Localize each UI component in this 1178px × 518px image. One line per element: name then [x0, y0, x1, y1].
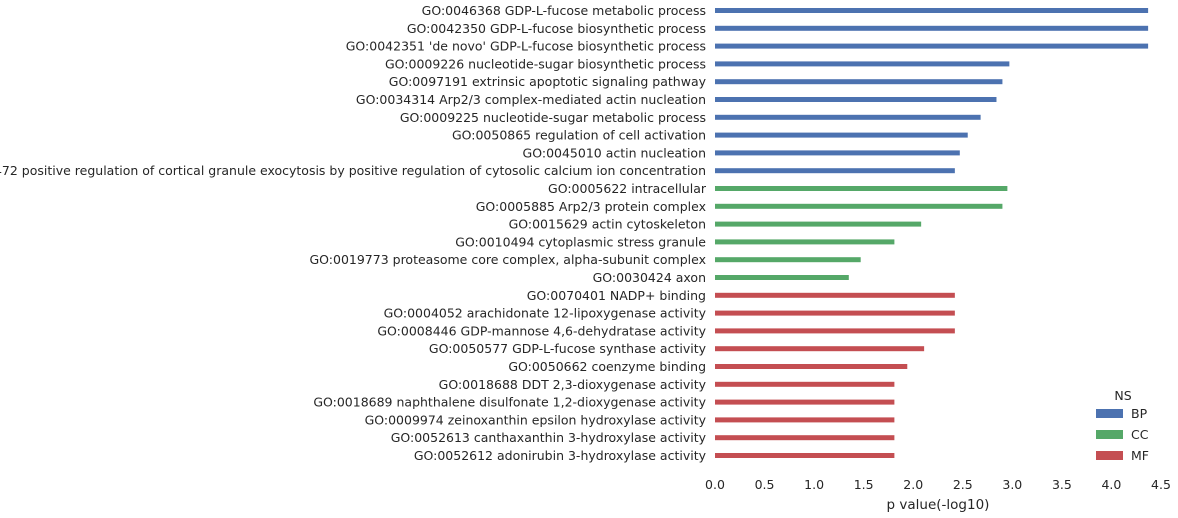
- bar-bp: [715, 8, 1149, 13]
- category-label: GO:0005622 intracellular: [548, 181, 707, 196]
- category-label: GO:0050662 coenzyme binding: [508, 359, 706, 374]
- legend-label-cc: CC: [1131, 427, 1149, 442]
- bar-mf: [715, 381, 895, 387]
- category-label: GO:0050577 GDP-L-fucose synthase activit…: [429, 341, 707, 356]
- legend: NS BP CC MF: [1096, 388, 1149, 463]
- legend-swatch-cc: [1096, 430, 1123, 439]
- x-tick-label: 4.0: [1101, 477, 1121, 492]
- legend-label-bp: BP: [1131, 406, 1148, 421]
- legend-label-mf: MF: [1131, 448, 1149, 463]
- category-label: GO:0030424 axon: [593, 270, 706, 285]
- x-tick-label: 2.0: [903, 477, 923, 492]
- category-label: GO:0019773 proteasome core complex, alph…: [309, 252, 706, 267]
- bar-bp: [715, 79, 1003, 85]
- x-tick-label: 0.5: [755, 477, 775, 492]
- bar-mf: [715, 346, 925, 352]
- bars: [715, 8, 1149, 458]
- legend-swatch-mf: [1096, 451, 1123, 460]
- x-tick-label: 2.5: [953, 477, 973, 492]
- x-tick-label: 3.5: [1052, 477, 1072, 492]
- category-label: GO:0004052 arachidonate 12-lipoxygenase …: [384, 306, 707, 321]
- category-label: GO:0052613 canthaxanthin 3-hydroxylase a…: [391, 430, 707, 445]
- legend-swatch-bp: [1096, 409, 1123, 418]
- bar-bp: [715, 150, 960, 156]
- category-label: GO:0034314 Arp2/3 complex-mediated actin…: [356, 92, 706, 107]
- x-axis-title: p value(-log10): [887, 497, 990, 513]
- x-tick-label: 1.0: [804, 477, 824, 492]
- x-tick-label: 4.5: [1151, 477, 1171, 492]
- category-label: GO:0009225 nucleotide-sugar metabolic pr…: [400, 110, 706, 125]
- bar-bp: [715, 43, 1149, 49]
- bar-mf: [715, 453, 895, 458]
- bar-cc: [715, 239, 895, 245]
- category-label: GO:0009974 zeinoxanthin epsilon hydroxyl…: [365, 412, 707, 427]
- bar-mf: [715, 435, 895, 441]
- x-tick-label: 1.5: [854, 477, 874, 492]
- bar-mf: [715, 292, 955, 298]
- category-label: GO:0060472 positive regulation of cortic…: [0, 163, 706, 178]
- bar-mf: [715, 399, 895, 405]
- category-label: GO:0046368 GDP-L-fucose metabolic proces…: [422, 3, 706, 18]
- bar-mf: [715, 310, 955, 316]
- category-label: GO:0018689 naphthalene disulfonate 1,2-d…: [313, 395, 706, 410]
- bar-mf: [715, 364, 908, 369]
- bar-cc: [715, 275, 849, 280]
- category-label: GO:0097191 extrinsic apoptotic signaling…: [389, 74, 707, 89]
- category-label: GO:0009226 nucleotide-sugar biosynthetic…: [385, 56, 706, 71]
- bar-bp: [715, 97, 997, 102]
- category-label: GO:0018688 DDT 2,3-dioxygenase activity: [439, 377, 707, 392]
- bar-cc: [715, 221, 922, 227]
- bar-bp: [715, 114, 981, 120]
- bar-cc: [715, 257, 861, 263]
- category-label: GO:0008446 GDP-mannose 4,6-dehydratase a…: [377, 323, 706, 338]
- category-labels: GO:0046368 GDP-L-fucose metabolic proces…: [0, 3, 707, 463]
- category-label: GO:0042350 GDP-L-fucose biosynthetic pro…: [407, 21, 706, 36]
- bar-bp: [715, 25, 1149, 31]
- bar-bp: [715, 61, 1010, 67]
- bar-bp: [715, 132, 968, 138]
- category-label: GO:0045010 actin nucleation: [523, 145, 706, 160]
- category-label: GO:0010494 cytoplasmic stress granule: [455, 234, 706, 249]
- category-label: GO:0070401 NADP+ binding: [527, 288, 706, 303]
- bar-cc: [715, 186, 1008, 191]
- x-tick-label: 0.0: [705, 477, 725, 492]
- bar-mf: [715, 417, 895, 423]
- category-label: GO:0050865 regulation of cell activation: [452, 128, 706, 143]
- category-label: GO:0042351 'de novo' GDP-L-fucose biosyn…: [346, 39, 706, 54]
- x-tick-label: 3.0: [1002, 477, 1022, 492]
- legend-title: NS: [1114, 388, 1131, 403]
- x-tick-labels: 0.0 0.5 1.0 1.5 2.0 2.5 3.0 3.5 4.0 4.5: [705, 477, 1171, 492]
- category-label: GO:0052612 adonirubin 3-hydroxylase acti…: [414, 448, 707, 463]
- bar-mf: [715, 328, 955, 334]
- bar-cc: [715, 203, 1003, 209]
- category-label: GO:0015629 actin cytoskeleton: [509, 217, 706, 232]
- category-label: GO:0005885 Arp2/3 protein complex: [476, 199, 706, 214]
- bar-bp: [715, 168, 955, 174]
